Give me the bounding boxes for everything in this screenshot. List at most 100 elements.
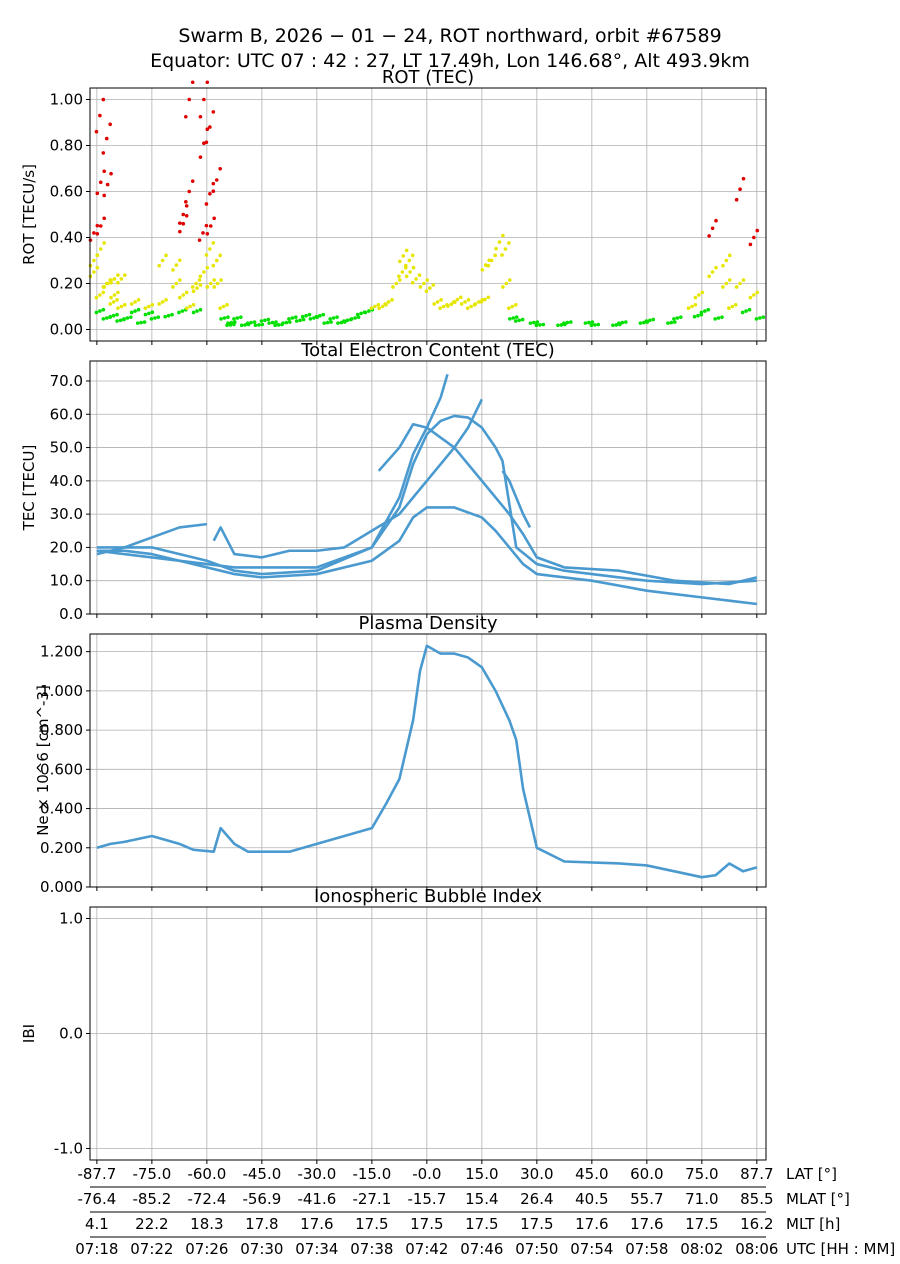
rot-point: [535, 320, 540, 324]
rot-point: [710, 270, 715, 274]
rot-point: [239, 315, 243, 319]
rot-point: [108, 314, 112, 319]
rot-point: [538, 323, 542, 327]
rot-point: [644, 319, 649, 323]
rot-point: [181, 221, 186, 226]
rot-point: [108, 122, 112, 127]
rot-point: [672, 317, 676, 321]
rot-point: [98, 309, 102, 313]
rot-point: [259, 319, 264, 323]
series-line-7: [501, 470, 532, 529]
rot-point: [744, 309, 748, 313]
rot-point: [245, 321, 250, 325]
rot-point: [469, 304, 473, 309]
rot-point: [562, 321, 566, 325]
rot-point: [187, 97, 192, 102]
rot-point: [111, 300, 116, 304]
x-tick-label: 08:06: [735, 1240, 778, 1258]
rot-point: [752, 293, 756, 297]
rot-point: [98, 247, 103, 251]
x-tick-label: -15.0: [352, 1165, 391, 1183]
rot-point: [211, 241, 216, 245]
x-tick-label: 15.0: [465, 1165, 498, 1183]
rot-point: [693, 295, 698, 300]
rot-point: [116, 290, 120, 295]
rot-point: [211, 110, 216, 114]
rot-point: [225, 302, 229, 307]
rot-point: [507, 317, 512, 321]
rot-point: [233, 320, 237, 324]
rot-point: [105, 182, 110, 187]
rot-point: [414, 277, 418, 281]
rot-point: [202, 97, 206, 102]
x-tick-label: 17.8: [245, 1215, 278, 1233]
rot-point: [559, 323, 564, 327]
rot-point: [274, 320, 278, 324]
y-tick-label: 1.000: [40, 682, 83, 700]
rot-point: [270, 320, 275, 325]
rot-point: [386, 300, 391, 304]
y-tick-label: 40.0: [50, 472, 83, 490]
rot-point: [123, 273, 127, 277]
x-tick-label: -75.0: [132, 1165, 171, 1183]
rot-point: [178, 278, 182, 282]
rot-point: [218, 166, 222, 171]
rot-point: [754, 317, 759, 321]
axes-frame: [89, 906, 767, 1161]
rot-point: [95, 231, 100, 236]
rot-point: [98, 113, 102, 118]
y-tick-label: 20.0: [50, 538, 83, 556]
x-tick-label: 07:30: [240, 1240, 283, 1258]
rot-point: [98, 224, 103, 228]
rot-point: [304, 313, 308, 318]
x-tick-label: -56.9: [242, 1190, 281, 1208]
rot-point: [191, 289, 196, 294]
rot-point: [532, 320, 536, 325]
rot-point: [733, 302, 738, 307]
rot-point: [363, 310, 368, 315]
rot-point: [314, 314, 319, 319]
rot-point: [520, 317, 525, 322]
rot-point: [465, 306, 470, 311]
rot-point: [517, 318, 522, 323]
rot-point: [136, 298, 141, 302]
x-tick-label: 17.5: [410, 1215, 443, 1233]
rot-point: [678, 315, 683, 319]
rot-point: [95, 253, 100, 257]
rot-point: [534, 323, 539, 328]
rot-point: [129, 315, 133, 319]
rot-point: [178, 221, 182, 225]
rot-point: [298, 318, 302, 323]
rot-point: [253, 323, 258, 328]
rot-point: [190, 179, 195, 183]
rot-point: [157, 263, 161, 268]
x-tick-label: -87.7: [77, 1165, 116, 1183]
rot-point: [336, 321, 340, 325]
rot-point: [500, 253, 504, 257]
rot-point: [252, 320, 257, 324]
rot-point: [263, 318, 267, 323]
rot-point: [513, 302, 518, 307]
rot-point: [397, 278, 402, 282]
y-tick-label: 0.0: [59, 1025, 83, 1043]
rot-point: [648, 318, 652, 323]
rot-point: [369, 306, 374, 311]
rot-point: [184, 213, 189, 218]
x-tick-label: 07:38: [350, 1240, 393, 1258]
x-tick-label: 07:42: [405, 1240, 448, 1258]
rot-point: [672, 320, 677, 324]
rot-point: [102, 241, 106, 245]
rot-point: [115, 312, 119, 317]
y-tick-label: 1.0: [59, 910, 83, 928]
rot-point: [390, 298, 394, 302]
rot-point: [190, 285, 195, 289]
y-tick-label: 0.400: [40, 800, 83, 818]
rot-point: [638, 321, 643, 325]
y-tick-label: 0.60: [50, 183, 83, 201]
rot-point: [489, 258, 494, 263]
y-axis-label: TEC [TECU]: [20, 445, 38, 532]
rot-point: [94, 295, 99, 300]
rot-point: [486, 295, 491, 300]
rot-point: [109, 295, 113, 300]
rot-point: [404, 248, 409, 253]
